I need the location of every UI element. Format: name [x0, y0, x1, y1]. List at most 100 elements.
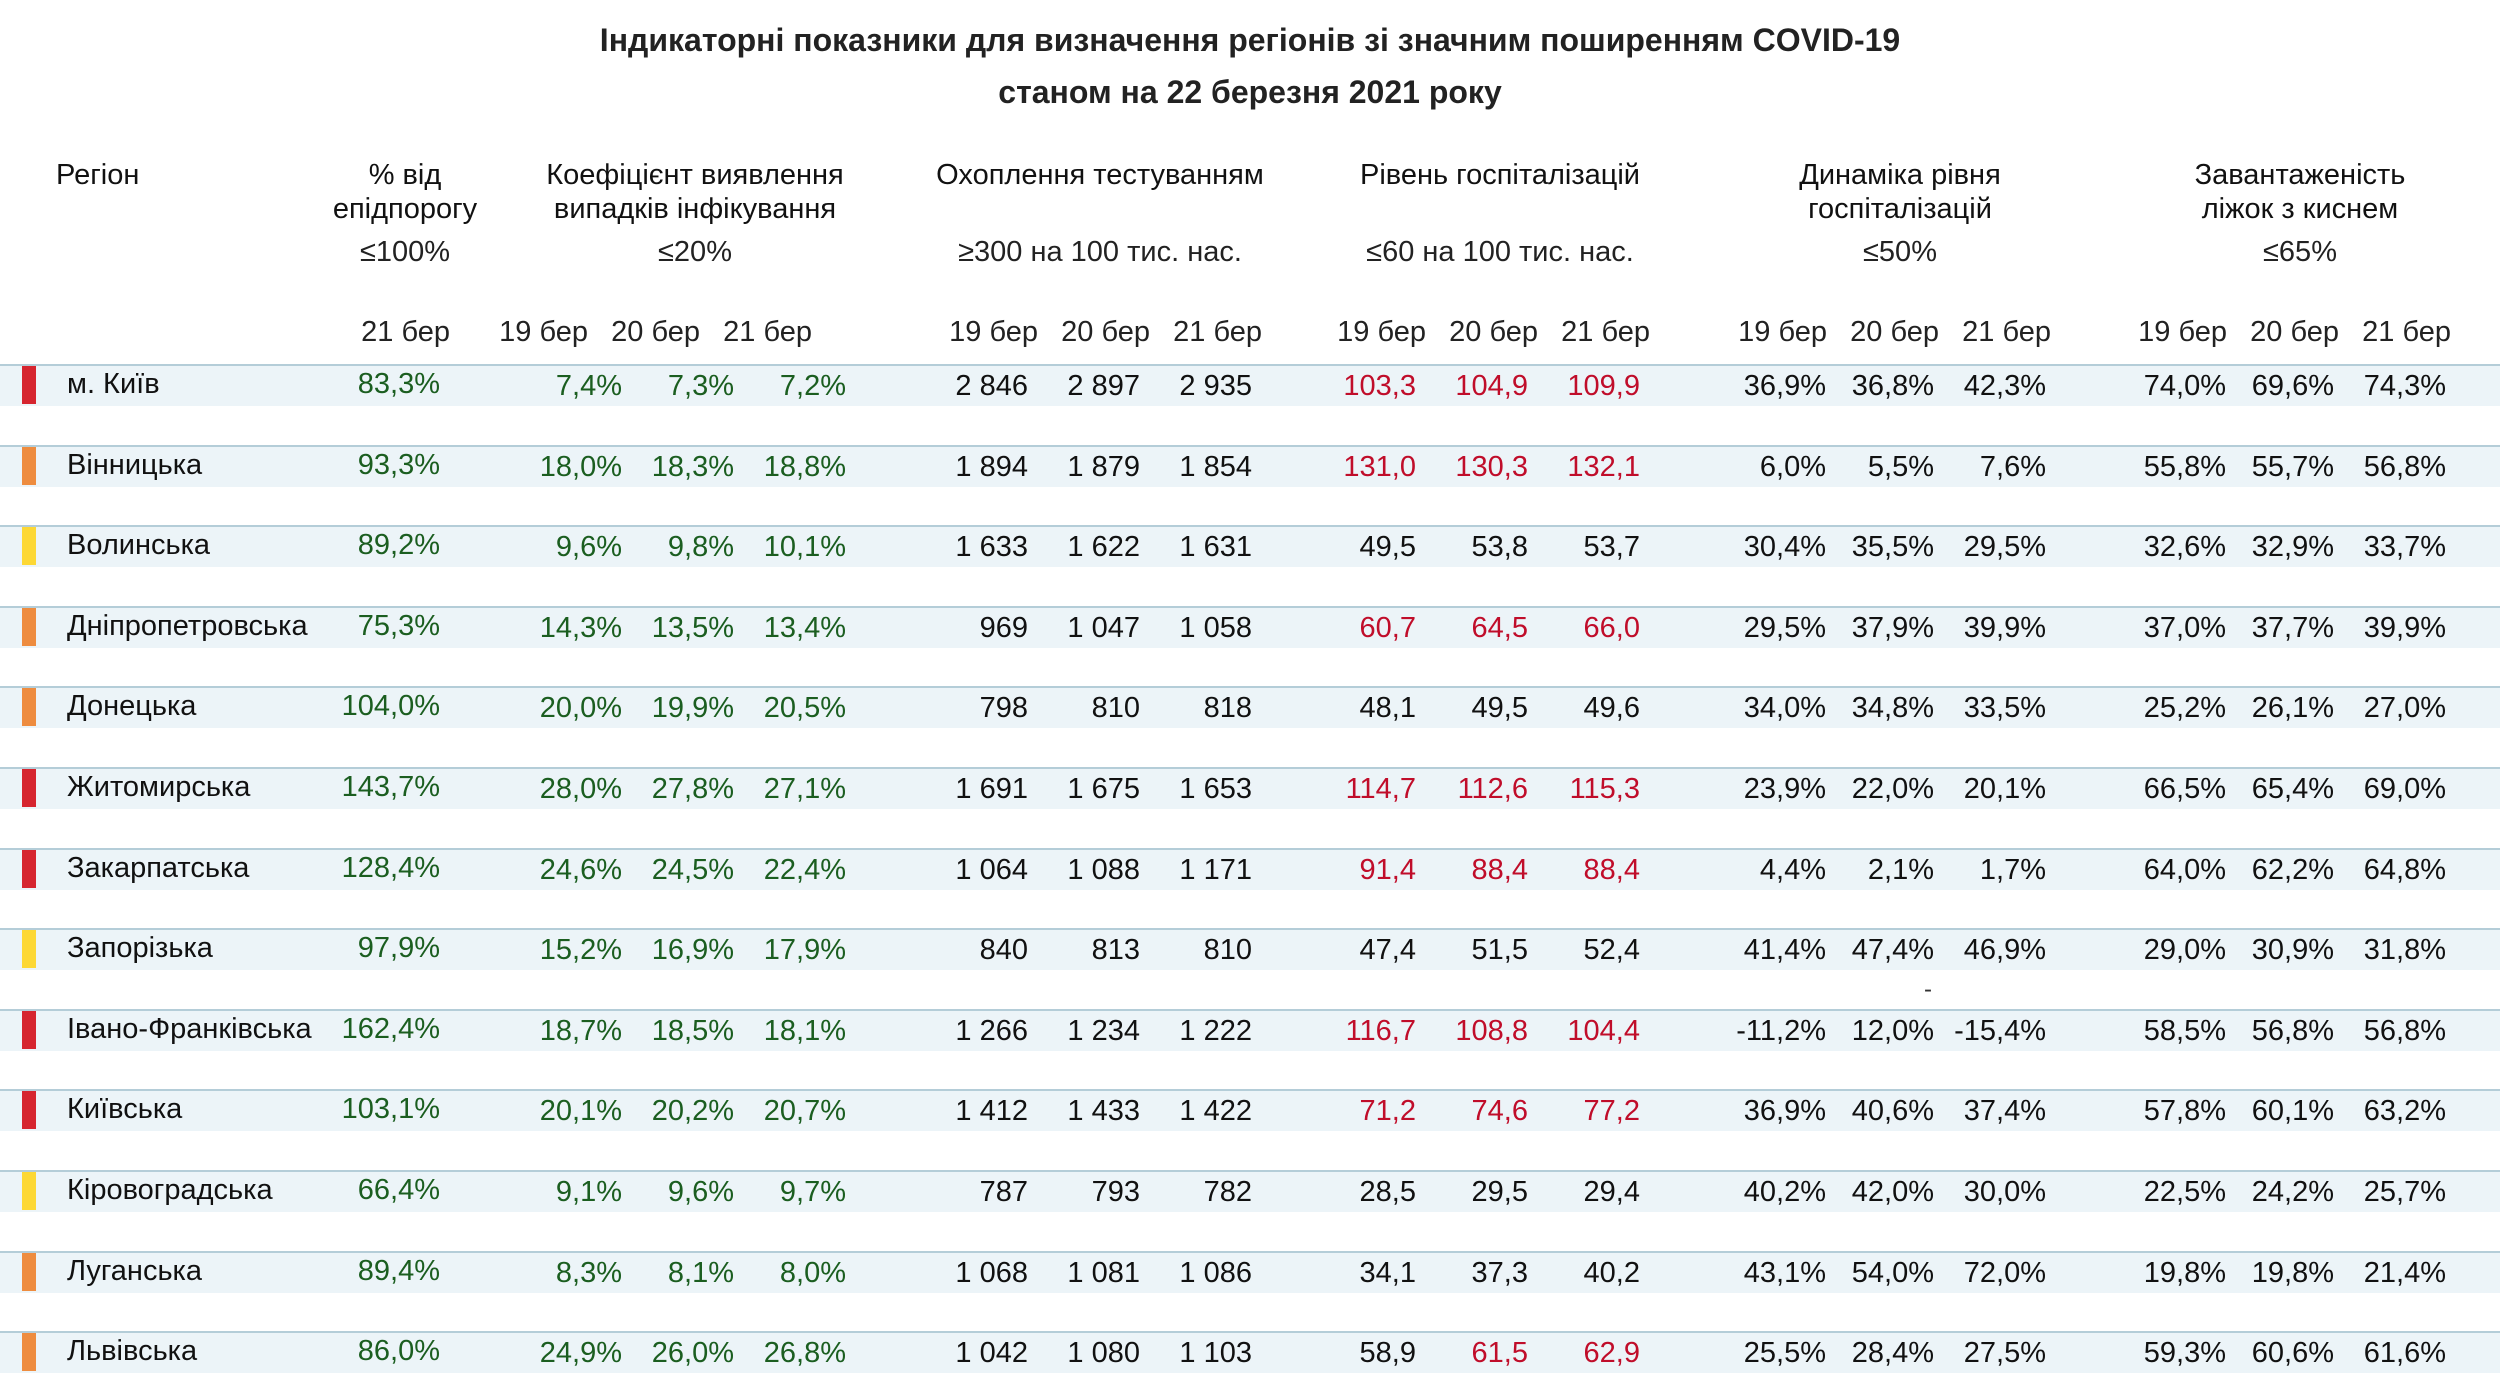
header-dyn-line1: Динаміка рівня [1799, 159, 2001, 191]
oxygen-beds-load-value: 32,9% [2251, 531, 2334, 563]
epi-threshold-value: 104,0% [341, 690, 440, 722]
detection-coef-value: 9,8% [667, 531, 734, 563]
hospitalization-value: 71,2 [1359, 1095, 1416, 1127]
hospitalization-value: 61,5 [1471, 1337, 1528, 1369]
testing-coverage-value: 1 879 [1067, 451, 1140, 483]
hospitalization-dynamics-value: 33,5% [1963, 692, 2046, 724]
detection-coef-value: 9,6% [667, 1176, 734, 1208]
table-row [0, 1251, 2500, 1293]
header-oxy-line2: ліжок з киснем [2201, 193, 2399, 225]
testing-coverage-value: 1 088 [1067, 854, 1140, 886]
detection-coef-value: 8,1% [667, 1257, 734, 1289]
detection-coef-value: 27,1% [763, 773, 846, 805]
hospitalization-value: 49,5 [1471, 692, 1528, 724]
hospitalization-value: 28,5 [1359, 1176, 1416, 1208]
epi-threshold-value: 86,0% [357, 1335, 440, 1367]
oxygen-beds-load-value: 26,1% [2251, 692, 2334, 724]
risk-level-marker [22, 1011, 36, 1049]
detection-coef-value: 20,2% [651, 1095, 734, 1127]
table-row [0, 606, 2500, 648]
hospitalization-dynamics-value: 28,4% [1851, 1337, 1934, 1369]
detection-coef-value: 26,8% [763, 1337, 846, 1369]
hospitalization-value: 49,5 [1359, 531, 1416, 563]
testing-coverage-value: 818 [1203, 692, 1252, 724]
hospitalization-value: 130,3 [1455, 451, 1528, 483]
testing-coverage-value: 1 047 [1067, 612, 1140, 644]
oxygen-beds-load-value: 29,0% [2143, 934, 2226, 966]
hospitalization-value: 29,4 [1583, 1176, 1640, 1208]
oxygen-beds-load-value: 74,3% [2363, 370, 2446, 402]
day-header-test-21: 21 бер [1173, 316, 1262, 348]
detection-coef-value: 13,5% [651, 612, 734, 644]
epi-threshold-value: 89,2% [357, 529, 440, 561]
day-header-dyn-19: 19 бер [1738, 316, 1827, 348]
hospitalization-dynamics-value: 1,7% [1979, 854, 2046, 886]
hospitalization-value: 53,8 [1471, 531, 1528, 563]
day-header-hosp-21: 21 бер [1561, 316, 1650, 348]
epi-threshold-value: 75,3% [357, 610, 440, 642]
oxygen-beds-load-value: 55,8% [2143, 451, 2226, 483]
testing-coverage-value: 1 064 [955, 854, 1028, 886]
oxygen-beds-load-value: 69,6% [2251, 370, 2334, 402]
hospitalization-dynamics-value: 5,5% [1867, 451, 1934, 483]
region-name: Львівська [67, 1335, 198, 1367]
risk-level-marker [22, 1091, 36, 1129]
detection-coef-value: 15,2% [539, 934, 622, 966]
hospitalization-value: 40,2 [1583, 1257, 1640, 1289]
oxygen-beds-load-value: 64,8% [2363, 854, 2446, 886]
detection-coef-value: 18,7% [539, 1015, 622, 1047]
hospitalization-value: 104,4 [1567, 1015, 1640, 1047]
hospitalization-dynamics-value: 34,0% [1743, 692, 1826, 724]
hospitalization-value: 62,9 [1583, 1337, 1640, 1369]
detection-coef-value: 8,0% [779, 1257, 846, 1289]
detection-coef-value: 24,5% [651, 854, 734, 886]
hospitalization-dynamics-value: 7,6% [1979, 451, 2046, 483]
risk-level-marker [22, 1172, 36, 1210]
hospitalization-value: 64,5 [1471, 612, 1528, 644]
oxygen-beds-load-value: 55,7% [2251, 451, 2334, 483]
region-name: Запорізька [67, 932, 213, 964]
hospitalization-dynamics-value: 27,5% [1963, 1337, 2046, 1369]
hospitalization-dynamics-value: 72,0% [1963, 1257, 2046, 1289]
hospitalization-value: 108,8 [1455, 1015, 1528, 1047]
oxygen-beds-load-value: 32,6% [2143, 531, 2226, 563]
oxygen-beds-load-value: 60,1% [2251, 1095, 2334, 1127]
testing-coverage-value: 787 [979, 1176, 1028, 1208]
hospitalization-dynamics-value: 29,5% [1743, 612, 1826, 644]
testing-coverage-value: 1 058 [1179, 612, 1252, 644]
epi-threshold-value: 103,1% [341, 1093, 440, 1125]
table-row [0, 1089, 2500, 1131]
detection-coef-value: 18,8% [763, 451, 846, 483]
hospitalization-value: 34,1 [1359, 1257, 1416, 1289]
stray-dash: - [1924, 976, 1932, 1003]
hospitalization-value: 115,3 [1569, 773, 1640, 805]
header-region: Регіон [56, 159, 140, 191]
oxygen-beds-load-value: 56,8% [2251, 1015, 2334, 1047]
hospitalization-value: 114,7 [1345, 773, 1416, 805]
region-name: Київська [67, 1093, 183, 1125]
header-hosp-threshold: ≤60 на 100 тис. нас. [1366, 236, 1634, 268]
risk-level-marker [22, 688, 36, 726]
table-row [0, 686, 2500, 728]
day-header-coef-21: 21 бер [723, 316, 812, 348]
oxygen-beds-load-value: 39,9% [2363, 612, 2446, 644]
day-header-dyn-20: 20 бер [1850, 316, 1939, 348]
oxygen-beds-load-value: 58,5% [2143, 1015, 2226, 1047]
hospitalization-value: 47,4 [1359, 934, 1416, 966]
hospitalization-dynamics-value: 46,9% [1963, 934, 2046, 966]
day-header-oxy-19: 19 бер [2138, 316, 2227, 348]
testing-coverage-value: 1 234 [1067, 1015, 1140, 1047]
hospitalization-value: 58,9 [1359, 1337, 1416, 1369]
hospitalization-dynamics-value: 30,0% [1963, 1176, 2046, 1208]
oxygen-beds-load-value: 56,8% [2363, 1015, 2446, 1047]
region-name: Житомирська [67, 771, 251, 803]
detection-coef-value: 18,5% [651, 1015, 734, 1047]
oxygen-beds-load-value: 25,2% [2143, 692, 2226, 724]
hospitalization-dynamics-value: 29,5% [1963, 531, 2046, 563]
hospitalization-dynamics-value: 42,0% [1851, 1176, 1934, 1208]
detection-coef-value: 8,3% [555, 1257, 622, 1289]
table-title: Індикаторні показники для визначення рег… [599, 22, 1901, 58]
day-header-test-20: 20 бер [1061, 316, 1150, 348]
header-test-line1: Охоплення тестуванням [936, 159, 1264, 191]
detection-coef-value: 16,9% [651, 934, 734, 966]
